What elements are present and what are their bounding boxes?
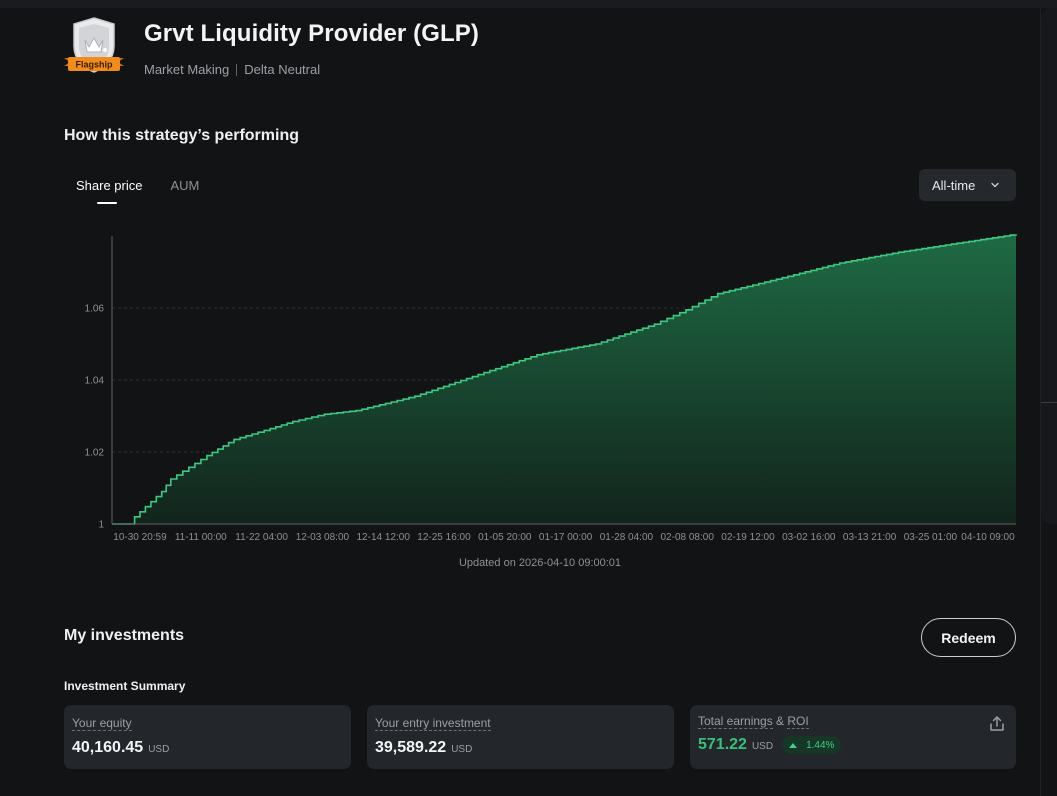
equity-label[interactable]: Your equity xyxy=(72,716,132,731)
y-tick-label: 1.04 xyxy=(85,376,105,387)
top-bar xyxy=(0,0,1057,8)
y-tick-label: 1 xyxy=(98,520,104,531)
x-tick-label: 01-28 04:00 xyxy=(600,532,654,543)
roi-label[interactable]: ROI xyxy=(787,714,809,729)
x-tick-label: 11-11 00:00 xyxy=(175,532,227,543)
entry-investment-value: 39,589.22 xyxy=(375,739,447,756)
entry-investment-unit: USD xyxy=(451,744,473,755)
chart-tabs: Share price AUM xyxy=(64,178,211,204)
x-tick-label: 12-25 16:00 xyxy=(417,532,471,543)
y-tick-label: 1.06 xyxy=(85,304,105,315)
active-tab-indicator xyxy=(97,202,117,204)
tag-delta-neutral: Delta Neutral xyxy=(244,62,321,77)
tag-separator xyxy=(236,63,238,76)
y-tick-label: 1.02 xyxy=(85,448,105,459)
series-line xyxy=(112,234,1017,525)
page-title: Grvt Liquidity Provider (GLP) xyxy=(144,20,479,47)
share-price-chart[interactable]: 1 1.02 1.04 1.06 10-30 20:59 11-11 00:00 11-2… xyxy=(64,228,1024,548)
x-tick-label: 03-02 16:00 xyxy=(782,532,836,543)
flagship-badge-icon: Flagship xyxy=(64,16,124,78)
x-tick-label: 02-19 12:00 xyxy=(721,532,775,543)
entry-investment-label[interactable]: Your entry investment xyxy=(375,716,491,731)
tab-aum-label: AUM xyxy=(170,178,200,193)
performance-heading: How this strategy’s performing xyxy=(64,127,299,144)
tab-aum[interactable]: AUM xyxy=(154,178,211,204)
badge-label: Flagship xyxy=(75,60,113,70)
strategy-tags: Market Making Delta Neutral xyxy=(144,62,320,77)
x-tick-label: 01-17 00:00 xyxy=(539,532,593,543)
investment-summary-heading: Investment Summary xyxy=(64,679,186,693)
roi-badge: 1.44% xyxy=(782,736,842,754)
tag-market-making: Market Making xyxy=(144,62,230,77)
equity-card: Your equity 40,160.45 USD xyxy=(64,705,351,769)
tab-share-price[interactable]: Share price xyxy=(64,178,154,204)
time-range-value: All-time xyxy=(932,177,976,193)
time-range-select[interactable]: All-time xyxy=(919,169,1016,201)
x-tick-label: 11-22 04:00 xyxy=(235,532,288,543)
equity-unit: USD xyxy=(148,744,170,755)
label-ampersand: & xyxy=(772,714,788,728)
roi-value: 1.44% xyxy=(806,739,835,751)
series-area xyxy=(112,234,1016,524)
entry-investment-card: Your entry investment 39,589.22 USD xyxy=(367,705,674,769)
x-tick-label: 01-05 20:00 xyxy=(478,532,532,543)
earnings-roi-card: Total earnings & ROI 571.22 USD 1.44% xyxy=(690,705,1016,769)
x-tick-label: 04-10 09:00 xyxy=(961,532,1015,543)
total-earnings-unit: USD xyxy=(751,741,774,752)
x-tick-label: 02-08 08:00 xyxy=(661,532,715,543)
x-tick-label: 10-30 20:59 xyxy=(113,532,167,543)
share-icon[interactable] xyxy=(988,715,1006,733)
x-tick-label: 12-14 12:00 xyxy=(357,532,411,543)
total-earnings-value: 571.22 xyxy=(698,736,747,753)
investments-heading: My investments xyxy=(64,627,185,644)
side-panel-edge xyxy=(1041,8,1057,524)
side-panel-divider xyxy=(1041,402,1057,403)
updated-timestamp: Updated on 2026-04-10 09:00:01 xyxy=(458,557,622,569)
triangle-up-icon xyxy=(789,742,798,748)
x-tick-label: 03-25 01:00 xyxy=(904,532,958,543)
chevron-down-icon xyxy=(991,182,999,188)
tab-share-price-label: Share price xyxy=(76,178,143,193)
redeem-button[interactable]: Redeem xyxy=(921,618,1016,657)
total-earnings-label[interactable]: Total earnings xyxy=(698,714,773,729)
equity-value: 40,160.45 xyxy=(72,739,144,756)
x-tick-label: 12-03 08:00 xyxy=(296,532,350,543)
x-tick-label: 03-13 21:00 xyxy=(843,532,897,543)
